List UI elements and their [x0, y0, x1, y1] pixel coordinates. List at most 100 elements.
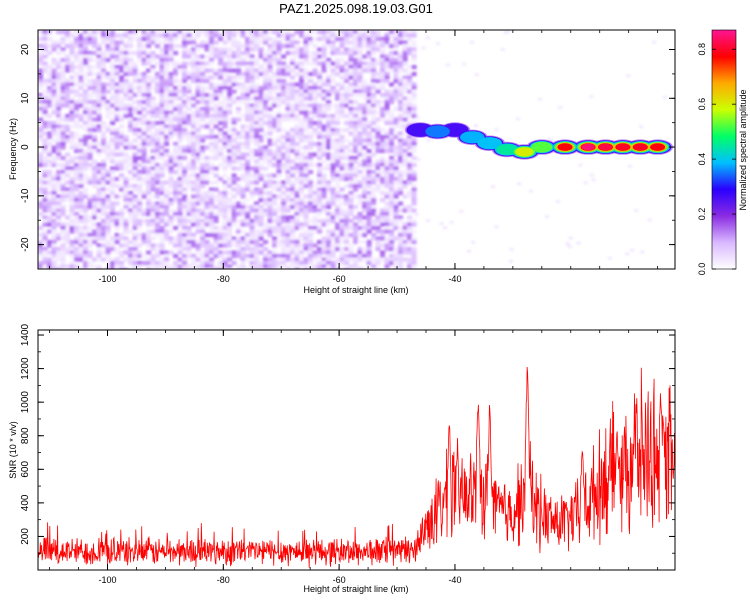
heatmap-cell: [51, 58, 57, 63]
heatmap-cell: [317, 149, 323, 154]
heatmap-cell: [101, 33, 107, 38]
heatmap-cell: [141, 240, 147, 245]
heatmap-cell: [105, 107, 111, 112]
heatmap-cell: [83, 124, 89, 129]
heatmap-cell: [276, 114, 282, 119]
heatmap-cell: [69, 40, 75, 45]
heatmap-cell: [294, 261, 300, 266]
heatmap-cell: [393, 37, 399, 42]
heatmap-cell: [276, 40, 282, 45]
heatmap-cell: [146, 208, 152, 213]
heatmap-cell: [168, 236, 174, 241]
heatmap-cell: [182, 233, 188, 238]
heatmap-cell: [96, 114, 102, 119]
heatmap-cell: [389, 173, 395, 178]
heatmap-cell: [272, 229, 278, 234]
heatmap-cell: [281, 226, 287, 231]
heatmap-cell: [83, 194, 89, 199]
heatmap-cell: [128, 61, 134, 66]
heatmap-cell: [213, 198, 219, 203]
heatmap-cell: [96, 75, 102, 80]
heatmap-cell: [330, 79, 336, 84]
heatmap-cell: [177, 82, 183, 87]
heatmap-cell: [303, 103, 309, 108]
heatmap-cell: [186, 159, 192, 164]
heatmap-cell: [326, 124, 332, 129]
heatmap-cell: [357, 138, 363, 143]
heatmap-cell: [402, 54, 408, 59]
heatmap-cell: [407, 75, 413, 80]
heatmap-cell: [339, 261, 345, 266]
heatmap-cell: [218, 191, 224, 196]
heatmap-cell: [299, 124, 305, 129]
heatmap-cell: [159, 117, 165, 122]
heatmap-cell: [339, 187, 345, 192]
heatmap-cell: [375, 257, 381, 262]
heatmap-cell: [92, 257, 98, 262]
heatmap-cell: [258, 222, 264, 227]
heatmap-cell: [51, 261, 57, 266]
heatmap-cell: [339, 65, 345, 70]
heatmap-cell: [357, 163, 363, 168]
heatmap-cell: [380, 61, 386, 66]
heatmap-cell: [92, 149, 98, 154]
heatmap-cell: [186, 226, 192, 231]
heatmap-cell: [317, 124, 323, 129]
heatmap-cell: [407, 166, 413, 171]
heatmap-cell: [272, 254, 278, 259]
heatmap-cell: [195, 54, 201, 59]
heatmap-cell: [227, 243, 233, 248]
heatmap-cell: [411, 142, 417, 147]
heatmap-cell: [195, 145, 201, 150]
heatmap-cell: [69, 194, 75, 199]
heatmap-cell: [308, 142, 314, 147]
heatmap-cell: [213, 243, 219, 248]
heatmap-cell: [276, 163, 282, 168]
heatmap-cell: [173, 208, 179, 213]
heatmap-cell: [78, 124, 84, 129]
heatmap-cell: [110, 54, 116, 59]
heatmap-cell: [467, 250, 471, 253]
heatmap-cell: [245, 40, 251, 45]
heatmap-cell: [339, 145, 345, 150]
heatmap-cell: [96, 89, 102, 94]
heatmap-cell: [267, 159, 273, 164]
heatmap-cell: [164, 149, 170, 154]
heatmap-cell: [321, 219, 327, 224]
heatmap-cell: [155, 138, 161, 143]
heatmap-cell: [69, 222, 75, 227]
heatmap-cell: [500, 48, 505, 51]
heatmap-cell: [249, 240, 255, 245]
heatmap-cell: [74, 110, 80, 115]
heatmap-cell: [78, 156, 84, 161]
heatmap-cell: [236, 61, 242, 66]
heatmap-cell: [398, 240, 404, 245]
heatmap-cell: [371, 145, 377, 150]
heatmap-cell: [209, 121, 215, 126]
heatmap-cell: [69, 240, 75, 245]
heatmap-cell: [101, 159, 107, 164]
heatmap-cell: [137, 208, 143, 213]
heatmap-cell: [249, 222, 255, 227]
heatmap-cell: [294, 65, 300, 70]
heatmap-cell: [285, 180, 291, 185]
heatmap-cell: [168, 75, 174, 80]
heatmap-cell: [74, 215, 80, 220]
heatmap-cell: [339, 82, 345, 87]
heatmap-cell: [303, 93, 309, 98]
heatmap-cell: [393, 177, 399, 182]
heatmap-cell: [258, 124, 264, 129]
heatmap-cell: [308, 72, 314, 77]
heatmap-cell: [348, 166, 354, 171]
heatmap-cell: [74, 219, 80, 224]
heatmap-cell: [371, 180, 377, 185]
heatmap-cell: [267, 96, 273, 101]
heatmap-cell: [150, 124, 156, 129]
heatmap-cell: [65, 33, 71, 38]
heatmap-cell: [159, 96, 165, 101]
heatmap-cell: [339, 44, 345, 49]
heatmap-cell: [87, 96, 93, 101]
heatmap-cell: [164, 138, 170, 143]
heatmap-cell: [272, 219, 278, 224]
heatmap-cell: [357, 58, 363, 63]
